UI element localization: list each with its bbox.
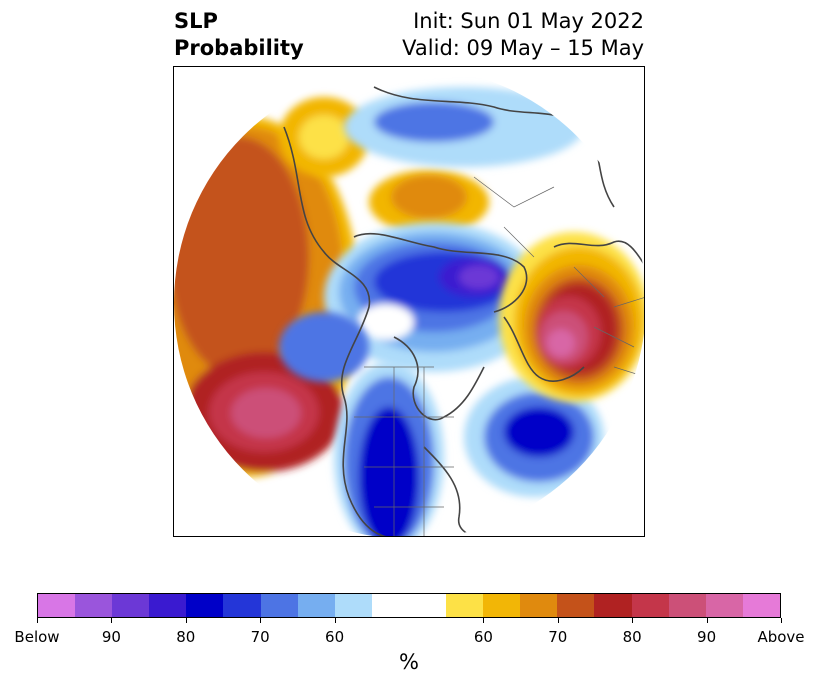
colorbar-tick-mark — [37, 618, 38, 623]
colorbar-swatch — [557, 594, 595, 617]
colorbar-swatch — [446, 594, 484, 617]
colorbar-swatch — [742, 594, 780, 617]
colorbar-swatch — [631, 594, 669, 617]
colorbar-swatch — [334, 594, 372, 617]
colorbar-swatch — [520, 594, 558, 617]
north-america-below-area — [279, 312, 444, 536]
colorbar-swatch — [149, 594, 187, 617]
colorbar-tick-label: 90 — [697, 628, 717, 646]
colorbar-swatch — [260, 594, 298, 617]
map-panel — [173, 66, 645, 537]
colorbar-tick-label: 90 — [101, 628, 121, 646]
colorbar-tick-mark — [185, 618, 187, 623]
colorbar-tick-label: 80 — [176, 628, 196, 646]
colorbar-tick-mark — [260, 618, 262, 623]
colorbar-tick-mark — [706, 618, 708, 623]
colorbar-tick-mark — [632, 618, 634, 623]
colorbar-swatch — [408, 594, 447, 617]
colorbar-tick-label: 60 — [473, 628, 493, 646]
probability-map — [174, 67, 644, 536]
colorbar-swatch — [297, 594, 335, 617]
colorbar-swatch — [705, 594, 743, 617]
colorbar — [37, 593, 781, 618]
colorbar-swatch — [483, 594, 521, 617]
colorbar-swatch — [668, 594, 706, 617]
colorbar-tick-mark — [483, 618, 485, 623]
chart-subtitle: Init: Sun 01 May 2022 Valid: 09 May – 15… — [402, 8, 644, 62]
colorbar-swatch — [38, 594, 76, 617]
chart-title: SLP Probability — [174, 8, 304, 62]
title-line-1: SLP — [174, 9, 218, 33]
colorbar-swatch — [594, 594, 632, 617]
arctic-below-area — [324, 87, 584, 372]
colorbar-swatch — [186, 594, 224, 617]
colorbar-tick-label: 70 — [548, 628, 568, 646]
colorbar-tick-label: 70 — [250, 628, 270, 646]
title-line-2: Probability — [174, 36, 304, 60]
coastlines — [283, 86, 644, 536]
colorbar-tick-label: Below — [14, 628, 60, 646]
colorbar-tick-mark — [781, 618, 782, 623]
colorbar-swatch — [371, 594, 409, 617]
colorbar-tick-mark — [334, 618, 336, 623]
colorbar-unit-label: % — [399, 650, 419, 674]
northern-above-area — [279, 97, 489, 234]
atlantic-below-area — [464, 377, 604, 497]
colorbar-swatch — [75, 594, 113, 617]
colorbar-tick-label: 80 — [622, 628, 642, 646]
valid-range: Valid: 09 May – 15 May — [402, 36, 644, 60]
country-borders — [354, 176, 644, 536]
colorbar-swatch — [223, 594, 261, 617]
colorbar-swatch — [112, 594, 150, 617]
init-date: Init: Sun 01 May 2022 — [413, 9, 644, 33]
colorbar-tick-label: 60 — [325, 628, 345, 646]
europe-above-area — [499, 232, 644, 402]
colorbar-tick-label: Above — [757, 628, 805, 646]
colorbar-tick-mark — [111, 618, 113, 623]
colorbar-tick-mark — [557, 618, 559, 623]
